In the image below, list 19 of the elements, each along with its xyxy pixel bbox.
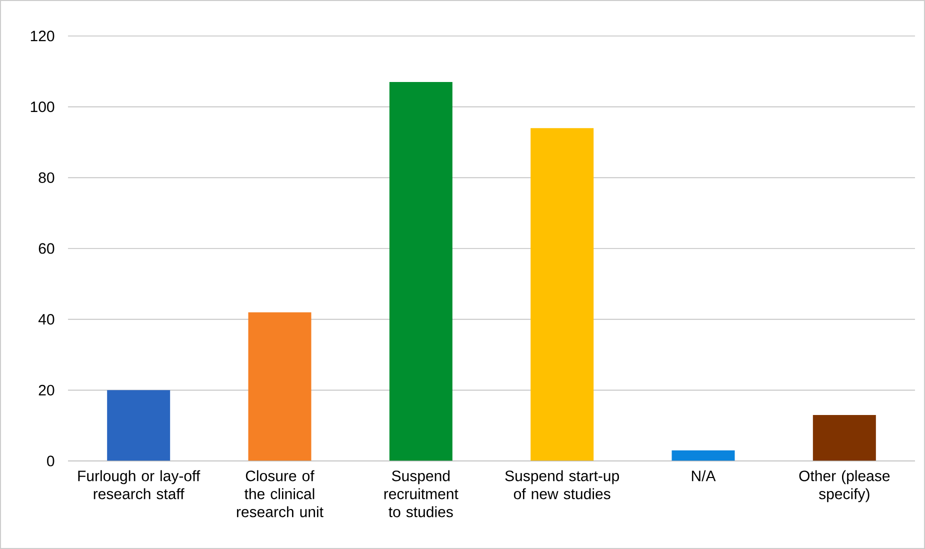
y-tick-label: 20 [38,384,54,396]
bar [812,414,876,461]
x-tick-label: Other (please specify) [799,470,890,502]
bar [107,390,170,461]
x-tick-label: Furlough or lay-off research staff [78,470,200,500]
x-tick-label: Suspend recruitment to studies [384,470,458,518]
y-tick-label: 120 [30,30,54,42]
y-tick-label: 0 [47,456,54,466]
bar [530,128,594,461]
x-tick-label: N/A [692,470,716,482]
y-tick-label: 60 [38,243,54,254]
bar [672,450,735,461]
y-tick-label: 80 [38,172,54,183]
y-tick-label: 100 [30,102,54,112]
x-tick-label: Closure of the clinical research unit [236,470,324,518]
bar [248,312,312,461]
y-tick-label: 40 [38,314,54,325]
bar [389,82,452,461]
x-tick-label: Suspend start-up of new studies [505,470,619,500]
